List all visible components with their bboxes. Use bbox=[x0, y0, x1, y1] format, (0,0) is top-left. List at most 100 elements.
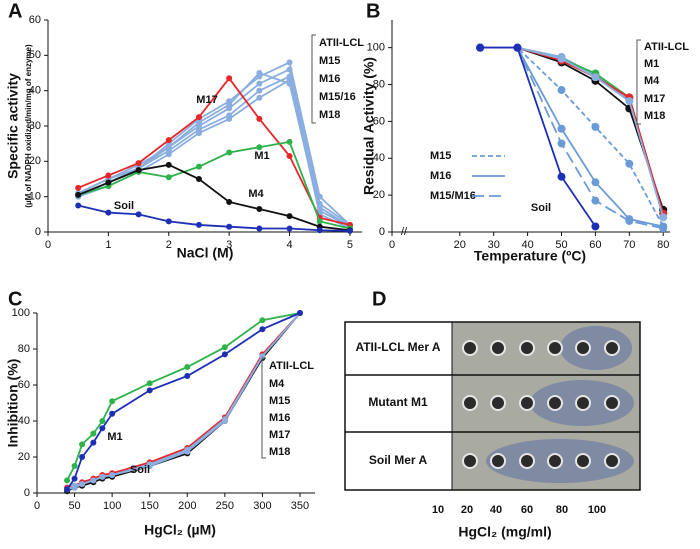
data-point bbox=[109, 398, 116, 405]
y-tick-label: 20 bbox=[29, 155, 41, 167]
data-point bbox=[286, 66, 293, 73]
data-point bbox=[286, 225, 293, 232]
data-point bbox=[75, 202, 82, 209]
data-point bbox=[99, 425, 106, 432]
x-tick-label: 1 bbox=[105, 239, 111, 251]
legend-bracket bbox=[636, 39, 641, 125]
data-point bbox=[256, 94, 263, 101]
legend-label: ATII-LCL bbox=[269, 360, 314, 372]
data-point bbox=[221, 351, 228, 358]
y-tick-label: 20 bbox=[373, 189, 385, 201]
panel-label: A bbox=[8, 0, 22, 22]
data-point bbox=[625, 159, 634, 168]
series-line bbox=[66, 312, 301, 489]
data-point bbox=[226, 101, 233, 108]
x-tick-label: 350 bbox=[291, 500, 309, 512]
data-point bbox=[99, 473, 106, 480]
legend-label: M17 bbox=[644, 93, 665, 105]
data-point bbox=[256, 87, 263, 94]
panel-label: D bbox=[372, 288, 386, 310]
y-tick-label: 50 bbox=[29, 49, 41, 61]
row-label: Soil Mer A bbox=[369, 453, 428, 467]
data-point bbox=[316, 227, 323, 234]
y-axis-title: Inhibition (%) bbox=[5, 359, 21, 448]
data-point bbox=[286, 138, 293, 145]
data-point bbox=[165, 144, 172, 151]
data-point bbox=[79, 441, 86, 448]
data-point bbox=[90, 430, 97, 437]
legend-bracket bbox=[261, 357, 266, 459]
series-line bbox=[480, 46, 664, 230]
well bbox=[547, 395, 563, 411]
data-point bbox=[71, 475, 78, 482]
series-label: M17 bbox=[196, 94, 217, 106]
data-point bbox=[625, 216, 634, 225]
data-point bbox=[146, 387, 153, 394]
well bbox=[462, 395, 478, 411]
well bbox=[490, 395, 506, 411]
series-line bbox=[77, 163, 351, 232]
series-label: M1 bbox=[107, 431, 122, 443]
data-point bbox=[109, 410, 116, 417]
panel-label: C bbox=[8, 288, 22, 310]
series-line bbox=[480, 46, 665, 227]
y-axis-title: Residual Activity (%) bbox=[361, 57, 377, 195]
y-tick-label: 60 bbox=[373, 115, 385, 127]
x-axis-title: Temperature (ºC) bbox=[474, 248, 586, 264]
well bbox=[462, 453, 478, 469]
line-chart: C Inhibition (%) HgCl₂ (µM) 0 20 40 60 80 100 0 50… bbox=[5, 288, 315, 538]
data-point bbox=[625, 97, 634, 106]
well bbox=[575, 453, 591, 469]
well bbox=[604, 395, 620, 411]
x-axis-title: HgCl₂ (µM) bbox=[144, 522, 216, 538]
data-point bbox=[195, 114, 202, 121]
concentration-label: 80 bbox=[556, 504, 568, 516]
data-point bbox=[184, 446, 191, 453]
data-point bbox=[109, 472, 116, 478]
concentration-label: 60 bbox=[521, 504, 533, 516]
y-tick-label: 0 bbox=[24, 487, 30, 499]
line-chart: A Specific activity (µM of NADPH oxidized/… bbox=[5, 0, 365, 260]
data-point bbox=[71, 482, 78, 489]
data-point bbox=[165, 151, 172, 158]
well bbox=[519, 395, 535, 411]
series-line bbox=[66, 312, 301, 493]
data-point bbox=[259, 326, 266, 333]
data-point bbox=[256, 80, 263, 87]
y-axis-subtitle: (µM of NADPH oxidized/min/mg of enzyme) bbox=[24, 44, 33, 208]
y-tick-label: 0 bbox=[379, 226, 385, 238]
well bbox=[547, 340, 563, 356]
row-label: Mutant M1 bbox=[368, 395, 428, 409]
legend-label: M15/M16 bbox=[430, 190, 476, 202]
x-tick-label: 200 bbox=[178, 500, 196, 512]
data-point bbox=[165, 218, 172, 225]
y-tick-label: 10 bbox=[29, 191, 41, 203]
legend-label: M4 bbox=[644, 75, 660, 87]
concentration-label: 10 bbox=[432, 504, 444, 516]
x-tick-label: 80 bbox=[657, 239, 669, 251]
series-line bbox=[77, 76, 351, 226]
data-point bbox=[195, 130, 202, 137]
data-point bbox=[135, 167, 142, 174]
series-line bbox=[66, 312, 301, 491]
legend-label: M15/16 bbox=[319, 91, 356, 103]
legend-label: ATII-LCL bbox=[644, 41, 689, 53]
data-point bbox=[135, 211, 142, 218]
data-point bbox=[75, 184, 82, 191]
x-tick-label: 20 bbox=[454, 239, 466, 251]
data-point bbox=[90, 477, 97, 484]
legend-label: M17 bbox=[269, 429, 290, 441]
series-line bbox=[77, 68, 351, 226]
x-tick-label: 0 bbox=[34, 500, 40, 512]
series-label: Soil bbox=[531, 202, 551, 214]
data-point bbox=[75, 191, 82, 198]
y-tick-label: 30 bbox=[29, 120, 41, 132]
data-point bbox=[195, 163, 202, 170]
x-tick-label: 250 bbox=[216, 500, 234, 512]
x-tick-label: 70 bbox=[623, 239, 635, 251]
series-line bbox=[66, 312, 301, 491]
y-tick-label: 20 bbox=[18, 451, 30, 463]
data-point bbox=[591, 73, 600, 82]
x-tick-label: 4 bbox=[286, 239, 292, 251]
